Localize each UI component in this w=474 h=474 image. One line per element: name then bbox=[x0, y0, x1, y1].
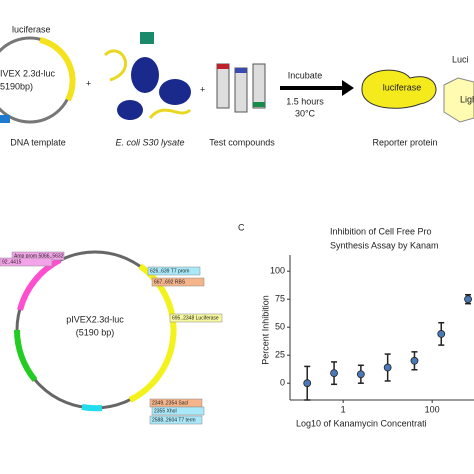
plasmid-map: pIVEX2.3d-luc (5190 bp) bbox=[13, 250, 177, 412]
label: Luci bbox=[452, 54, 469, 64]
feature-label: 695..2348 Luciferase bbox=[172, 315, 219, 321]
feature-label: 2349..2354 SacI bbox=[152, 400, 188, 406]
label: luciferase bbox=[383, 82, 422, 92]
icon bbox=[140, 32, 154, 44]
icon bbox=[159, 79, 191, 105]
caption: E. coli S30 lysate bbox=[115, 137, 184, 147]
plasmid-name: pIVEX2.3d-luc bbox=[66, 314, 124, 324]
term-feature bbox=[81, 404, 103, 412]
feature-label: Amp prom 5066..5632 bbox=[14, 253, 64, 259]
y-tick-label: 25 bbox=[275, 350, 285, 360]
feature-box bbox=[169, 313, 223, 323]
feature-label: 667..692 RBS bbox=[154, 279, 186, 285]
caption: Reporter protein bbox=[372, 137, 437, 147]
x-tick-label: 100 bbox=[425, 404, 440, 414]
label: Incubate bbox=[288, 70, 323, 80]
tube bbox=[252, 63, 266, 109]
feature-box bbox=[0, 257, 53, 267]
plus: + bbox=[86, 78, 91, 88]
tube bbox=[216, 63, 230, 109]
panel-label: C bbox=[238, 222, 245, 232]
feature-box bbox=[149, 415, 203, 425]
luc-arc bbox=[39, 37, 76, 102]
feature-label: 2588..2604 T7 term bbox=[152, 417, 196, 423]
amp-feature bbox=[17, 257, 62, 311]
y-tick-label: 0 bbox=[280, 378, 285, 388]
feature-label: 626..639 T7 prom bbox=[150, 268, 189, 274]
ori-feature bbox=[13, 329, 38, 382]
label: luciferase bbox=[12, 24, 51, 34]
icon bbox=[131, 57, 159, 93]
chart-title: Inhibition of Cell Free Pro bbox=[330, 226, 432, 236]
icon bbox=[0, 115, 10, 123]
point bbox=[437, 330, 446, 338]
feature-box bbox=[151, 277, 205, 287]
point bbox=[356, 370, 365, 379]
tube bbox=[234, 67, 248, 113]
y-tick-label: 100 bbox=[270, 266, 285, 276]
y-axis-label: Percent Inhibition bbox=[260, 295, 270, 365]
feature-box bbox=[147, 266, 201, 276]
light bbox=[443, 77, 474, 123]
caption: Test compounds bbox=[209, 137, 275, 147]
icon bbox=[117, 100, 143, 120]
y-tick-label: 50 bbox=[275, 322, 285, 332]
label: Ligh bbox=[460, 94, 474, 104]
plasmid-size: (5190 bp) bbox=[76, 327, 115, 337]
plus: + bbox=[200, 84, 205, 94]
point bbox=[303, 379, 312, 388]
y-tick-label: 75 bbox=[275, 294, 285, 304]
point bbox=[410, 356, 419, 365]
point bbox=[464, 295, 472, 304]
caption: DNA template bbox=[10, 137, 66, 147]
point bbox=[330, 369, 338, 378]
chart-title: Synthesis Assay by Kanam bbox=[330, 240, 439, 250]
label: 1.5 hours bbox=[286, 96, 324, 106]
feature-label: 2355 XhoI bbox=[154, 408, 177, 414]
label: IVEX 2.3d-luc bbox=[0, 68, 56, 78]
label: 30°C bbox=[295, 108, 316, 118]
point bbox=[383, 363, 392, 372]
protein bbox=[361, 69, 437, 109]
icon bbox=[103, 49, 192, 120]
x-axis-label: Log10 of Kanamycin Concentrati bbox=[296, 418, 427, 428]
schematic: luciferase IVEX 2.3d-luc 5190bp) DNA tem… bbox=[0, 24, 474, 147]
x-tick-label: 1 bbox=[341, 404, 346, 414]
feature-box bbox=[151, 406, 205, 416]
feature-label: 92..4415 bbox=[2, 259, 22, 265]
label: 5190bp) bbox=[0, 81, 33, 91]
